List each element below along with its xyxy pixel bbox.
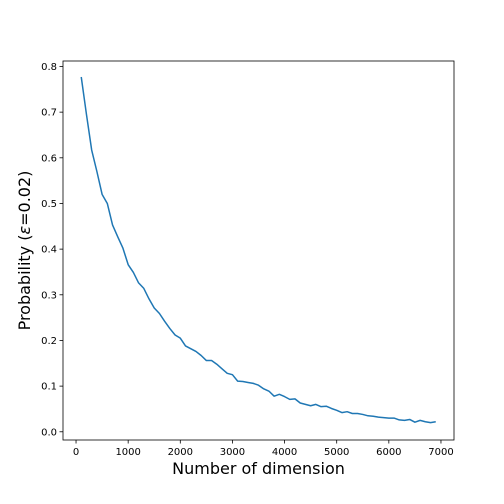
x-tick-label: 0	[73, 447, 79, 458]
x-tick-label: 2000	[168, 447, 193, 458]
y-tick-label: 0.5	[41, 199, 57, 210]
x-axis-ticks: 0 1000 2000 3000 4000 5000 6000 7000	[73, 440, 454, 458]
y-axis-label: Probability (ε=0.02)	[15, 171, 34, 331]
y-tick-label: 0.7	[41, 108, 57, 119]
y-axis-label-symbol: ε	[15, 226, 34, 235]
x-tick-label: 4000	[272, 447, 297, 458]
y-axis-ticks: 0.0 0.1 0.2 0.3 0.4 0.5 0.6 0.7 0.8	[41, 62, 63, 438]
x-axis-label: Number of dimension	[172, 459, 345, 478]
y-tick-label: 0.8	[41, 62, 57, 73]
x-tick-label: 7000	[428, 447, 453, 458]
y-tick-label: 0.1	[41, 382, 57, 393]
plot-frame	[62, 60, 455, 441]
y-axis-label-suffix: =0.02)	[15, 171, 34, 226]
x-tick-label: 1000	[115, 447, 140, 458]
series-layer	[80, 76, 436, 424]
y-tick-label: 0.4	[41, 245, 57, 256]
series-line	[80, 76, 436, 424]
y-tick-label: 0.2	[41, 336, 57, 347]
x-tick-label: 5000	[324, 447, 349, 458]
plot-background	[63, 61, 454, 440]
y-tick-label: 0.0	[41, 427, 57, 438]
y-axis-label-prefix: Probability (	[15, 235, 34, 331]
x-tick-label: 3000	[220, 447, 245, 458]
y-tick-label: 0.3	[41, 290, 57, 301]
y-tick-label: 0.6	[41, 153, 57, 164]
x-tick-label: 6000	[376, 447, 401, 458]
